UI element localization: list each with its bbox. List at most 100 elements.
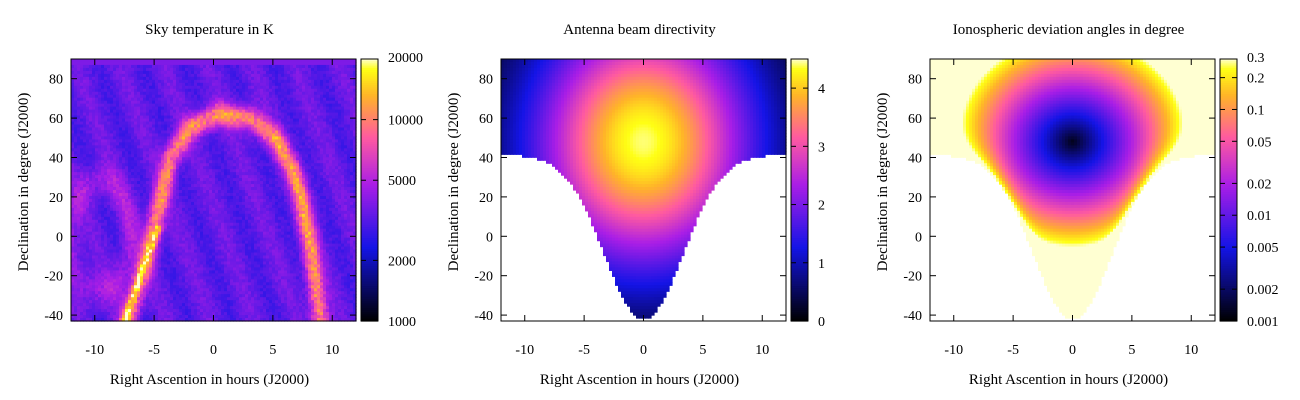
heatmap-cell xyxy=(101,79,105,84)
heatmap-cell xyxy=(197,204,201,209)
heatmap-cell xyxy=(188,246,192,251)
heatmap-cell xyxy=(212,112,216,117)
heatmap-cell xyxy=(212,264,216,269)
heatmap-cell xyxy=(173,312,177,316)
heatmap-cell xyxy=(86,70,90,75)
heatmap-cell xyxy=(95,85,99,90)
heatmap-cell xyxy=(164,145,168,149)
heatmap-cell xyxy=(149,145,153,149)
heatmap-cell xyxy=(113,213,117,218)
heatmap-cell xyxy=(155,61,159,66)
heatmap-cell xyxy=(209,267,213,271)
heatmap-cell xyxy=(155,198,159,203)
heatmap-cell xyxy=(197,312,201,316)
heatmap-cell xyxy=(212,103,216,108)
heatmap-cell xyxy=(119,136,123,140)
heatmap-cell xyxy=(200,279,204,283)
heatmap-cell xyxy=(92,243,96,248)
heatmap-cell xyxy=(224,198,228,203)
heatmap-cell xyxy=(125,273,129,277)
heatmap-cell xyxy=(155,207,159,212)
heatmap-cell xyxy=(188,282,192,286)
heatmap-cell xyxy=(185,216,189,221)
heatmap-cell xyxy=(80,213,84,218)
heatmap-cell xyxy=(218,151,222,155)
heatmap-cell xyxy=(125,142,129,146)
heatmap-cell xyxy=(203,121,207,126)
heatmap-cell xyxy=(179,157,183,161)
heatmap-cell xyxy=(125,163,129,167)
heatmap-cell xyxy=(194,82,198,87)
heatmap-cell xyxy=(152,213,156,218)
heatmap-cell xyxy=(113,127,117,132)
heatmap-cell xyxy=(80,252,84,257)
heatmap-cell xyxy=(185,291,189,295)
heatmap-cell xyxy=(86,109,90,114)
heatmap-cell xyxy=(80,91,84,96)
heatmap-cell xyxy=(230,181,234,185)
heatmap-cell xyxy=(218,109,222,114)
heatmap-cell xyxy=(215,279,219,283)
heatmap-cell xyxy=(95,213,99,218)
heatmap-cell xyxy=(155,175,159,179)
heatmap-cell xyxy=(155,270,159,274)
heatmap-cell xyxy=(194,79,198,84)
heatmap-cell xyxy=(179,67,183,72)
heatmap-cell xyxy=(131,261,135,266)
heatmap-cell xyxy=(206,303,210,307)
heatmap-cell xyxy=(194,303,198,307)
heatmap-cell xyxy=(119,76,123,81)
heatmap-cell xyxy=(185,106,189,111)
heatmap-cell xyxy=(149,190,153,194)
heatmap-cell xyxy=(203,160,207,164)
heatmap-cell xyxy=(191,222,195,227)
heatmap-cell xyxy=(137,219,141,224)
heatmap-cell xyxy=(188,166,192,170)
heatmap-cell xyxy=(176,267,180,271)
heatmap-cell xyxy=(167,85,171,90)
heatmap-cell xyxy=(185,91,189,96)
heatmap-cell xyxy=(158,318,162,322)
heatmap-cell xyxy=(227,279,231,283)
heatmap-cell xyxy=(170,279,174,283)
heatmap-cell xyxy=(101,103,105,108)
heatmap-cell xyxy=(119,142,123,146)
heatmap-cell xyxy=(227,76,231,81)
heatmap-cell xyxy=(152,160,156,164)
heatmap-cell xyxy=(170,252,174,257)
heatmap-cell xyxy=(113,181,117,185)
heatmap-cell xyxy=(137,142,141,146)
heatmap-cell xyxy=(134,67,138,72)
heatmap-cell xyxy=(185,112,189,117)
heatmap-cell xyxy=(221,192,225,197)
heatmap-cell xyxy=(134,192,138,197)
heatmap-cell xyxy=(188,288,192,292)
heatmap-cell xyxy=(80,130,84,135)
heatmap-cell xyxy=(212,225,216,230)
heatmap-cell xyxy=(155,142,159,146)
heatmap-cell xyxy=(170,249,174,254)
heatmap-cell xyxy=(203,297,207,301)
heatmap-cell xyxy=(221,237,225,242)
heatmap-cell xyxy=(194,112,198,117)
heatmap-cell xyxy=(200,178,204,182)
heatmap-cell xyxy=(122,64,126,69)
heatmap-cell xyxy=(224,210,228,215)
heatmap-cell xyxy=(89,267,93,271)
heatmap-cell xyxy=(152,136,156,140)
heatmap-cell xyxy=(116,142,120,146)
heatmap-cell xyxy=(191,303,195,307)
heatmap-cell xyxy=(191,184,195,188)
heatmap-cell xyxy=(224,213,228,218)
heatmap-cell xyxy=(197,88,201,93)
heatmap-cell xyxy=(110,133,114,138)
heatmap-cell xyxy=(110,88,114,93)
heatmap-cell xyxy=(122,142,126,146)
heatmap-cell xyxy=(104,160,108,164)
heatmap-cell xyxy=(86,181,90,185)
heatmap-cell xyxy=(236,169,240,173)
heatmap-cell xyxy=(209,294,213,298)
heatmap-cell xyxy=(149,106,153,111)
heatmap-cell xyxy=(74,297,78,301)
heatmap-cell xyxy=(71,157,75,161)
